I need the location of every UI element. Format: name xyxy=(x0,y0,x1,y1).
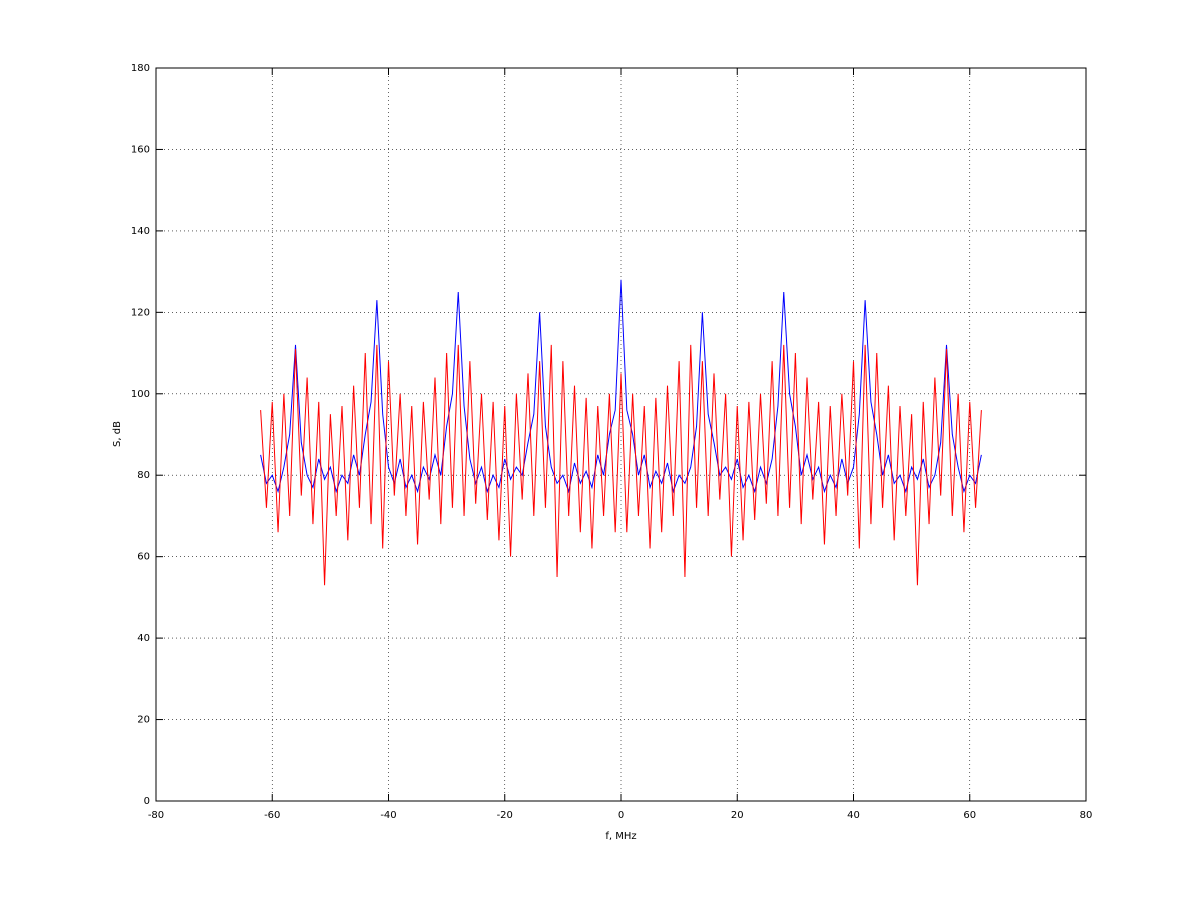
y-tick-label: 60 xyxy=(137,552,150,563)
x-tick-label: -80 xyxy=(148,810,164,821)
x-axis-label: f, MHz xyxy=(605,831,636,842)
y-axis-label: S, dB xyxy=(112,421,123,447)
y-tick-label: 160 xyxy=(131,144,150,155)
x-tick-label: -20 xyxy=(497,810,513,821)
x-tick-label: 60 xyxy=(963,810,976,821)
x-tick-label: 80 xyxy=(1080,810,1093,821)
x-tick-label: -60 xyxy=(264,810,280,821)
y-tick-label: 40 xyxy=(137,633,150,644)
y-tick-label: 180 xyxy=(131,63,150,74)
y-tick-label: 120 xyxy=(131,307,150,318)
x-tick-label: 40 xyxy=(847,810,860,821)
y-tick-label: 0 xyxy=(144,796,150,807)
axes-box xyxy=(155,67,1087,802)
y-tick-label: 80 xyxy=(137,470,150,481)
series-line xyxy=(260,344,982,586)
x-tick-label: 20 xyxy=(731,810,744,821)
y-tick-label: 140 xyxy=(131,226,150,237)
y-tick-label: 20 xyxy=(137,715,150,726)
series-line xyxy=(260,279,982,494)
x-tick-label: 0 xyxy=(618,810,624,821)
x-tick-label: -40 xyxy=(380,810,396,821)
y-tick-label: 100 xyxy=(131,389,150,400)
plot-area xyxy=(156,68,1086,801)
